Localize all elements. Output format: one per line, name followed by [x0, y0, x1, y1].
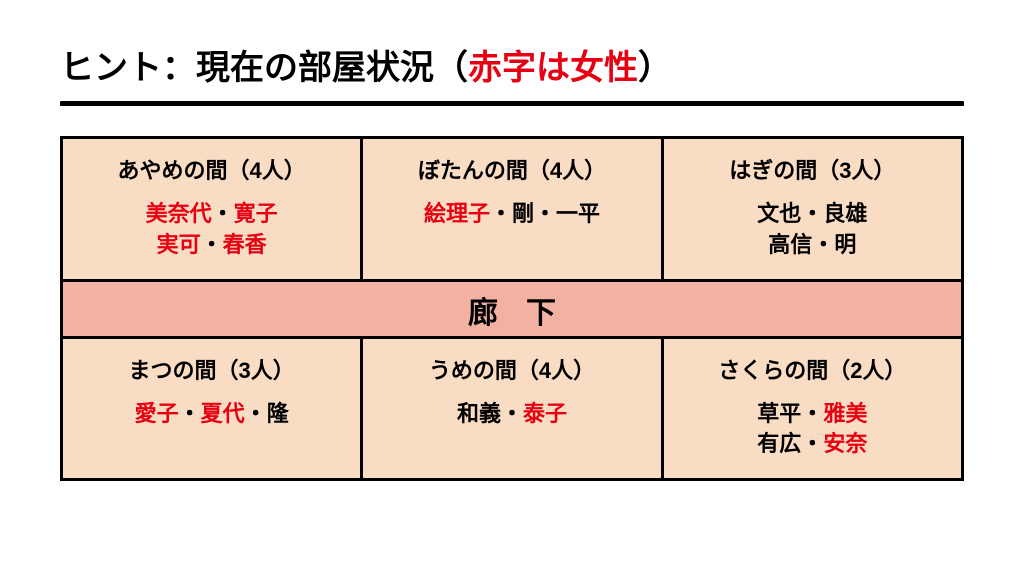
person-name: 安奈	[823, 431, 867, 456]
person-name: 明	[834, 232, 856, 257]
room-people: 和義・泰子	[371, 399, 652, 430]
separator: ・	[534, 201, 556, 226]
separator: ・	[812, 232, 834, 257]
separator: ・	[212, 201, 234, 226]
room-cell: さくらの間（2人）草平・雅美有広・安奈	[664, 339, 961, 479]
person-name: 和義	[457, 401, 501, 426]
row-bottom: まつの間（3人）愛子・夏代・隆うめの間（4人）和義・泰子さくらの間（2人）草平・…	[63, 339, 961, 479]
title-prefix: ヒント：現在の部屋状況（	[60, 49, 468, 87]
room-cell: ぼたんの間（4人）絵理子・剛・一平	[363, 139, 663, 279]
people-line: 実可・春香	[71, 230, 352, 261]
room-people: 美奈代・寛子実可・春香	[71, 199, 352, 261]
room-title: うめの間（4人）	[371, 353, 652, 385]
person-name: 愛子	[135, 401, 179, 426]
person-name: 草平	[757, 401, 801, 426]
person-name: 寛子	[234, 201, 278, 226]
person-name: 一平	[556, 201, 600, 226]
person-name: 泰子	[523, 401, 567, 426]
person-name: 文也	[757, 201, 801, 226]
room-cell: あやめの間（4人）美奈代・寛子実可・春香	[63, 139, 363, 279]
room-title: あやめの間（4人）	[71, 153, 352, 185]
person-name: 有広	[757, 431, 801, 456]
person-name: 隆	[267, 401, 289, 426]
person-name: 実可	[157, 232, 201, 257]
people-line: 文也・良雄	[672, 199, 953, 230]
person-name: 春香	[223, 232, 267, 257]
room-cell: はぎの間（3人）文也・良雄高信・明	[664, 139, 961, 279]
separator: ・	[801, 431, 823, 456]
separator: ・	[201, 232, 223, 257]
corridor: 廊下	[63, 279, 961, 339]
separator: ・	[245, 401, 267, 426]
room-cell: うめの間（4人） 和義・泰子	[363, 339, 663, 479]
person-name: 剛	[512, 201, 534, 226]
separator: ・	[801, 401, 823, 426]
people-line: 愛子・夏代・隆	[71, 399, 352, 430]
people-line: 高信・明	[672, 230, 953, 261]
title-underline	[60, 101, 964, 106]
row-top: あやめの間（4人）美奈代・寛子実可・春香ぼたんの間（4人）絵理子・剛・一平はぎの…	[63, 139, 961, 279]
room-people: 文也・良雄高信・明	[672, 199, 953, 261]
title-highlight: 赤字は女性	[468, 49, 638, 87]
person-name: 良雄	[823, 201, 867, 226]
person-name: 美奈代	[146, 201, 212, 226]
title-suffix: ）	[638, 49, 672, 87]
room-people: 愛子・夏代・隆	[71, 399, 352, 430]
people-line: 美奈代・寛子	[71, 199, 352, 230]
separator: ・	[501, 401, 523, 426]
page-title: ヒント：現在の部屋状況（赤字は女性）	[60, 40, 964, 89]
people-line: 草平・雅美	[672, 399, 953, 430]
room-title: ぼたんの間（4人）	[371, 153, 652, 185]
room-people: 草平・雅美有広・安奈	[672, 399, 953, 461]
person-name: 高信	[768, 232, 812, 257]
separator: ・	[801, 201, 823, 226]
person-name: 絵理子	[424, 201, 490, 226]
person-name: 雅美	[823, 401, 867, 426]
floorplan: あやめの間（4人）美奈代・寛子実可・春香ぼたんの間（4人）絵理子・剛・一平はぎの…	[60, 136, 964, 481]
room-people: 絵理子・剛・一平	[371, 199, 652, 230]
people-line: 絵理子・剛・一平	[371, 199, 652, 230]
room-title: まつの間（3人）	[71, 353, 352, 385]
separator: ・	[490, 201, 512, 226]
separator: ・	[179, 401, 201, 426]
people-line: 和義・泰子	[371, 399, 652, 430]
room-title: はぎの間（3人）	[672, 153, 953, 185]
person-name: 夏代	[201, 401, 245, 426]
room-cell: まつの間（3人）愛子・夏代・隆	[63, 339, 363, 479]
room-title: さくらの間（2人）	[672, 353, 953, 385]
people-line: 有広・安奈	[672, 429, 953, 460]
